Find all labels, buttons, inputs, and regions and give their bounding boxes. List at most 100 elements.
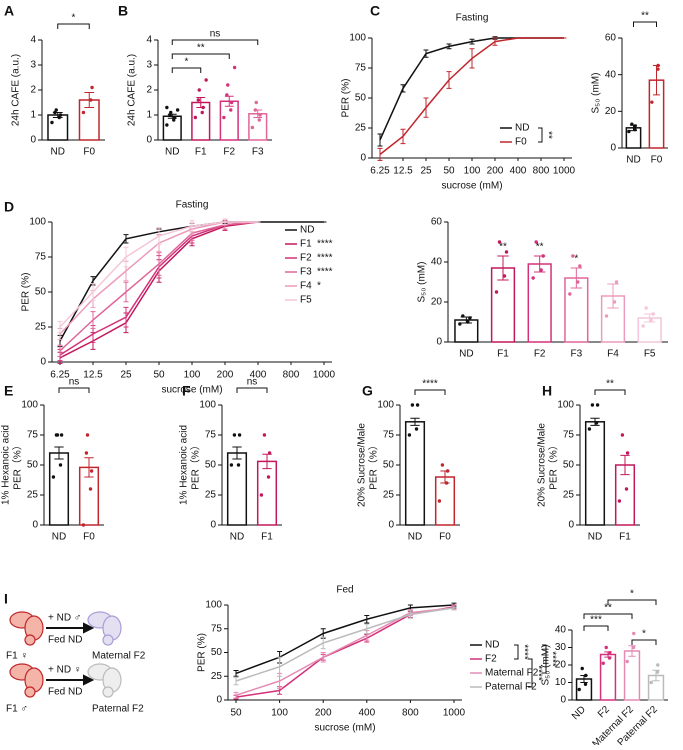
x-tick-label: 6.25: [50, 370, 70, 381]
cross-label: + ND ♂: [48, 613, 81, 624]
panel-letter: D: [4, 199, 14, 215]
y-axis-label: S₅₀ (mM): [591, 73, 602, 114]
data-point: [601, 661, 605, 665]
data-point: [81, 110, 86, 115]
y-tick-label: 75: [27, 430, 39, 441]
feed-label: Fed ND: [48, 687, 82, 698]
x-tick-label: F1: [261, 532, 273, 543]
x-tick-label: ND: [51, 147, 65, 158]
parent-label: F1 ♀: [6, 651, 28, 662]
y-tick-label: 50: [27, 460, 39, 471]
x-tick-label: ND: [588, 532, 602, 543]
legend-label: F1: [300, 239, 312, 250]
legend-significance: ****: [317, 239, 333, 250]
significance-bracket: [607, 599, 657, 605]
data-point: [617, 499, 622, 503]
data-point: [578, 264, 582, 268]
error-bar: [620, 454, 630, 476]
y-tick-label: 40: [431, 257, 443, 268]
data-point: [531, 276, 535, 280]
x-tick-label: F5: [644, 349, 656, 360]
bar: [219, 100, 239, 141]
legend-label: F5: [300, 295, 312, 306]
x-tick-label: ND: [626, 155, 640, 166]
data-point: [226, 83, 230, 87]
x-tick-label: 25: [420, 166, 432, 177]
data-point: [614, 280, 619, 284]
offspring-label: Maternal F2: [92, 651, 146, 662]
data-point: [254, 100, 258, 105]
data-point: [89, 98, 93, 102]
series-line: [235, 604, 455, 675]
bar: [584, 421, 606, 526]
x-tick-label: ND: [165, 147, 179, 158]
panel-letter: B: [118, 3, 128, 19]
data-point: [584, 673, 588, 678]
y-axis-label: PER（%）: [368, 440, 380, 489]
data-point: [90, 85, 94, 90]
data-point: [504, 250, 509, 254]
data-point: [55, 433, 60, 437]
significance: ns: [69, 377, 80, 388]
y-axis-label: PER（%）: [190, 440, 202, 489]
data-point: [175, 108, 180, 112]
error-bar: [570, 267, 583, 289]
y-tick-label: 50: [355, 93, 367, 104]
y-tick-label: 100: [377, 400, 394, 411]
significance: **: [641, 11, 649, 22]
legend-label: ND: [300, 225, 314, 236]
parent-label: F1 ♂: [6, 704, 28, 715]
data-point: [580, 666, 584, 671]
data-point: [576, 280, 580, 284]
x-tick-label: 800: [283, 370, 300, 381]
data-point: [594, 421, 599, 425]
y-tick-label: 100: [205, 600, 222, 611]
significance: **: [604, 603, 612, 614]
y-axis-label: 1% Hexanoic acid: [179, 425, 190, 505]
arrow: [46, 622, 95, 686]
data-point: [620, 433, 625, 437]
data-point: [445, 469, 450, 473]
y-tick-label: 0: [568, 520, 574, 531]
x-tick-label: F2: [534, 349, 546, 360]
chart-title: Fed: [336, 585, 353, 596]
data-point: [258, 113, 262, 117]
data-point: [54, 108, 58, 112]
y-axis-label: PER (%): [197, 633, 208, 672]
feed-label: Fed ND: [48, 635, 82, 646]
data-point: [172, 115, 177, 120]
data-point: [468, 316, 472, 320]
data-point: [229, 108, 233, 112]
data-point: [494, 290, 499, 294]
series-line: [235, 607, 455, 696]
data-point: [656, 63, 660, 68]
data-point: [604, 645, 608, 650]
data-point: [259, 493, 264, 497]
data-point: [201, 105, 205, 110]
bar: [404, 421, 426, 526]
y-tick-label: 0: [210, 520, 216, 531]
data-point: [641, 324, 645, 328]
x-tick-label: ND: [408, 532, 422, 543]
x-tick-label: 200: [487, 166, 504, 177]
y-axis-label: 20% Sucrose/Male: [537, 423, 548, 507]
data-point: [53, 110, 57, 115]
data-point: [267, 451, 272, 455]
data-point: [633, 127, 637, 132]
x-tick-label: 25: [120, 370, 132, 381]
data-point: [193, 115, 198, 120]
panel-letter: H: [542, 383, 552, 399]
data-point: [262, 433, 267, 437]
data-point: [197, 88, 201, 92]
significance: **: [606, 379, 614, 390]
y-tick-label: 2: [146, 85, 152, 96]
bar: [47, 114, 69, 141]
x-tick-label: 800: [402, 708, 419, 719]
significance-bracket: [171, 39, 259, 45]
y-tick-label: 4: [30, 35, 36, 46]
x-tick-label: 100: [464, 166, 481, 177]
y-tick-label: 40: [555, 625, 567, 636]
data-point: [461, 314, 465, 318]
x-tick-label: F1: [619, 532, 631, 543]
